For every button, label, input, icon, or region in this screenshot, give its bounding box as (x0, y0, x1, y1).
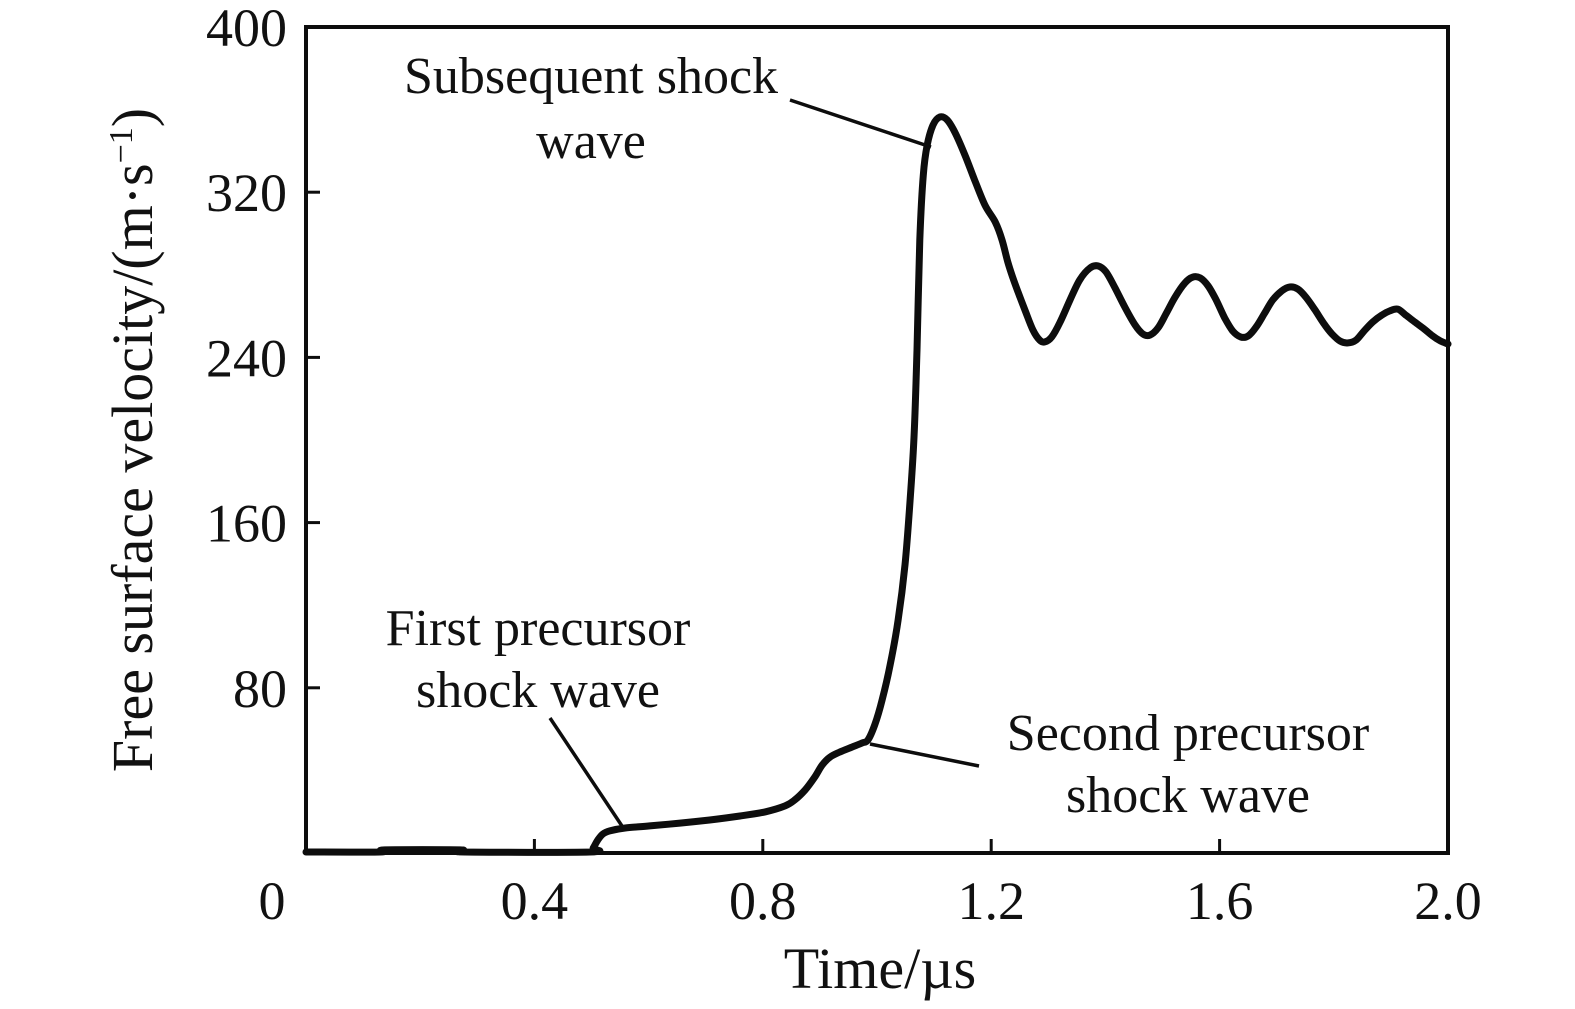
x-tick-label: 0 (259, 871, 286, 931)
second-precursor-shock-wave-label: shock wave (1066, 767, 1310, 824)
x-axis-ticks (532, 839, 1222, 853)
subsequent-shock-wave-label: wave (536, 113, 646, 170)
subsequent-shock-wave-annotation: Subsequent shock wave (404, 48, 932, 170)
y-tick-label: 80 (233, 659, 287, 719)
subsequent-shock-wave-leader-line (789, 98, 932, 149)
y-tick-label: 160 (206, 494, 287, 554)
y-axis-ticks (306, 190, 320, 690)
y-tick-label: 240 (206, 328, 287, 388)
first-precursor-shock-wave-label: shock wave (416, 662, 660, 719)
y-axis-title: Free surface velocity/(m·s−1) (100, 108, 165, 772)
x-tick-label: 1.6 (1186, 871, 1254, 931)
x-axis-tick-labels: 0 0.4 0.8 1.2 1.6 2.0 (259, 871, 1482, 931)
y-tick-label: 320 (206, 163, 287, 223)
velocity-curve (302, 113, 1452, 856)
x-tick-label: 0.8 (729, 871, 797, 931)
subsequent-shock-wave-label: Subsequent shock (404, 48, 778, 105)
second-precursor-shock-wave-leader-line (869, 742, 980, 768)
plot-border (304, 25, 1450, 855)
y-axis-tick-labels: 80 160 240 320 400 (206, 0, 287, 719)
x-tick-label: 0.4 (501, 871, 569, 931)
x-tick-label: 1.2 (957, 871, 1025, 931)
y-tick-label: 400 (206, 0, 287, 58)
x-axis-title: Time/µs (784, 936, 976, 1001)
second-precursor-shock-wave-label: Second precursor (1007, 705, 1369, 762)
x-tick-label: 2.0 (1414, 871, 1482, 931)
first-precursor-shock-wave-leader-line (548, 717, 624, 827)
first-precursor-shock-wave-label: First precursor (386, 600, 691, 657)
